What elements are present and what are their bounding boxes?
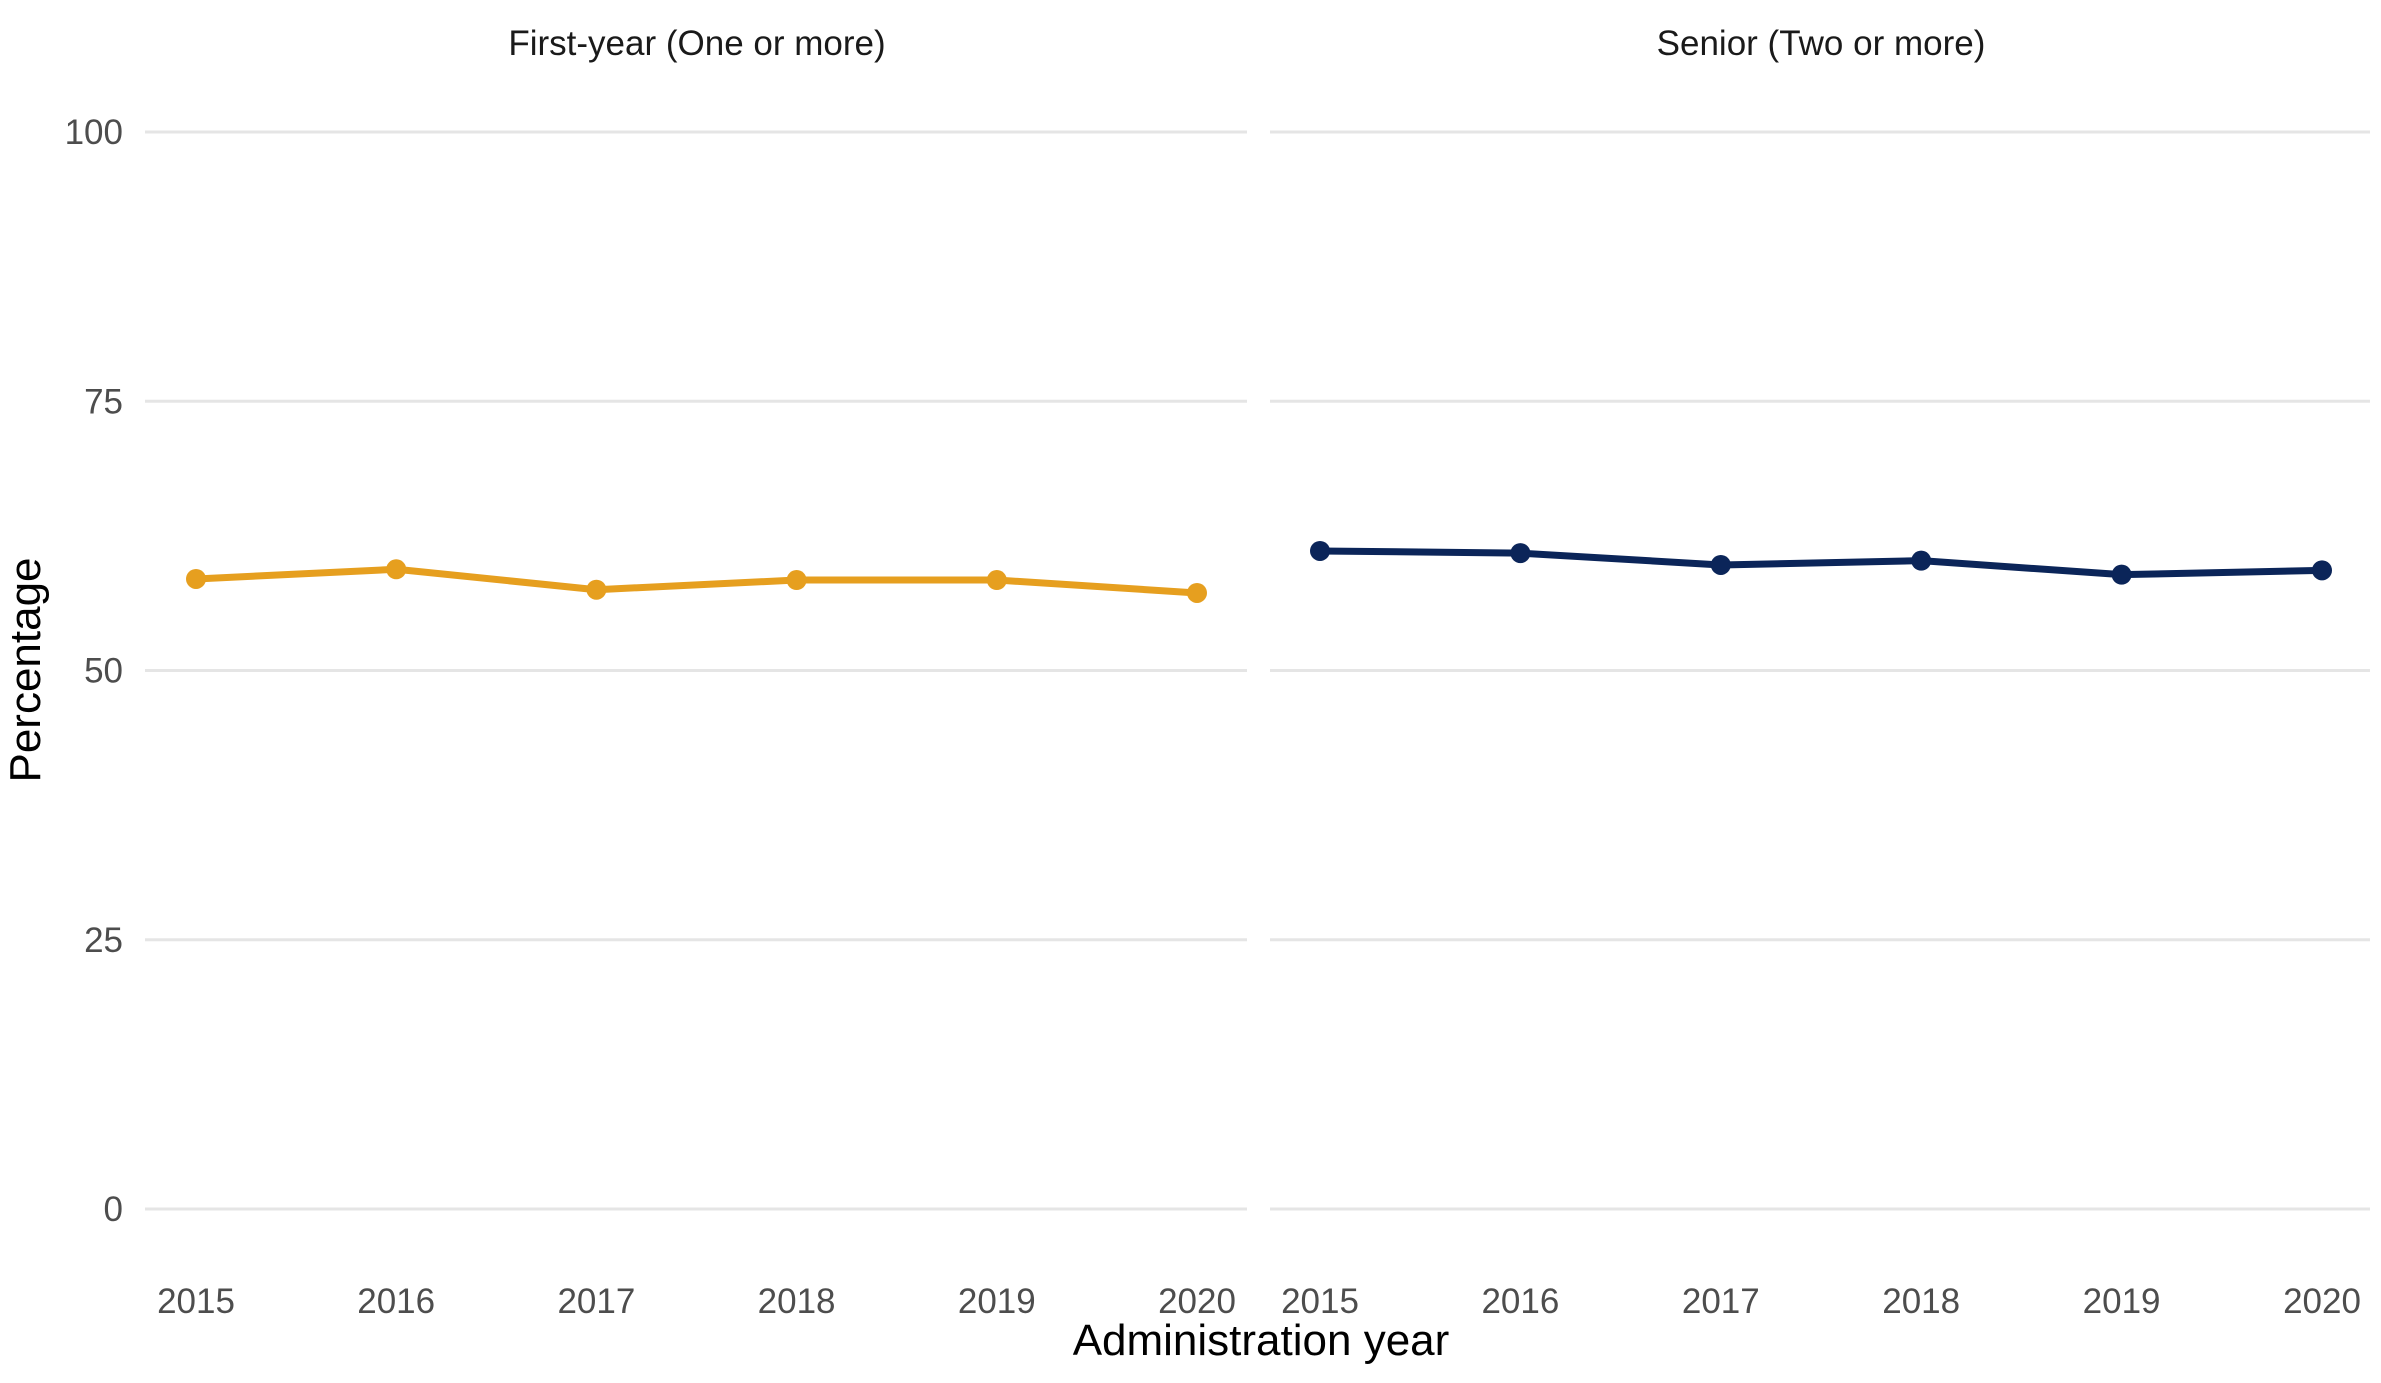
series-line-1 bbox=[192, 565, 1201, 597]
x-tick-label-2-2020: 2020 bbox=[2283, 1282, 2361, 1321]
data-point-2-2016 bbox=[1510, 543, 1531, 564]
x-tick-label-1-2019: 2019 bbox=[958, 1282, 1036, 1321]
x-tick-label-1-2018: 2018 bbox=[758, 1282, 836, 1321]
y-tick-label-50: 50 bbox=[84, 652, 123, 691]
panel-title-2: Senior (Two or more) bbox=[1657, 24, 1986, 63]
y-tick-label-25: 25 bbox=[84, 921, 123, 960]
grid-layer bbox=[145, 130, 2370, 1211]
x-tick-label-1-2016: 2016 bbox=[357, 1282, 435, 1321]
x-tick-label-1-2015: 2015 bbox=[157, 1282, 235, 1321]
series-line-2 bbox=[1316, 547, 2326, 579]
x-tick-label-2-2016: 2016 bbox=[1481, 1282, 1559, 1321]
data-point-1-2016 bbox=[386, 559, 407, 580]
data-point-1-2020 bbox=[1187, 582, 1207, 603]
data-point-2-2018 bbox=[1911, 550, 1932, 571]
data-point-2-2017 bbox=[1710, 554, 1731, 575]
data-point-2-2020 bbox=[2312, 560, 2332, 581]
data-point-1-2017 bbox=[586, 579, 607, 600]
data-point-1-2015 bbox=[186, 568, 206, 589]
x-axis-title: Administration year bbox=[1073, 1316, 1450, 1365]
series-layer bbox=[186, 540, 2332, 603]
data-point-1-2019 bbox=[986, 570, 1007, 591]
data-point-2-2015 bbox=[1310, 540, 1330, 561]
x-tick-label-2-2018: 2018 bbox=[1882, 1282, 1960, 1321]
panel-title-1: First-year (One or more) bbox=[508, 24, 885, 63]
x-tick-label-2-2019: 2019 bbox=[2083, 1282, 2161, 1321]
label-layer: 0 25 50 75 100 First-year (One or more) 2015 20… bbox=[65, 24, 2361, 1321]
x-tick-label-2-2015: 2015 bbox=[1281, 1282, 1359, 1321]
x-tick-label-1-2017: 2017 bbox=[557, 1282, 635, 1321]
y-tick-label-100: 100 bbox=[65, 113, 123, 152]
y-tick-label-75: 75 bbox=[84, 382, 123, 421]
y-axis-title: Percentage bbox=[1, 557, 50, 782]
x-tick-label-2-2017: 2017 bbox=[1682, 1282, 1760, 1321]
data-point-2-2019 bbox=[2111, 564, 2132, 585]
y-tick-label-0: 0 bbox=[104, 1190, 123, 1229]
x-tick-label-1-2020: 2020 bbox=[1158, 1282, 1236, 1321]
data-point-1-2018 bbox=[786, 570, 807, 591]
